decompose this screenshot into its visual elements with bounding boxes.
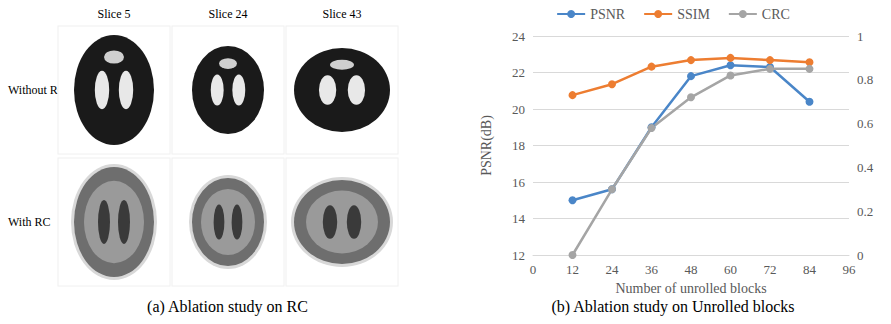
svg-text:12: 12	[566, 262, 579, 277]
svg-text:0: 0	[857, 248, 864, 263]
svg-text:1: 1	[857, 29, 864, 44]
svg-text:PSNR(dB): PSNR(dB)	[479, 115, 495, 176]
svg-text:SSIM: SSIM	[677, 7, 710, 22]
svg-text:16: 16	[512, 175, 526, 190]
svg-text:CRC: CRC	[762, 7, 790, 22]
svg-text:0: 0	[530, 262, 537, 277]
svg-text:Without RC: Without RC	[8, 83, 66, 97]
svg-text:0.4: 0.4	[857, 160, 874, 175]
svg-text:0.2: 0.2	[857, 204, 873, 219]
svg-text:24: 24	[606, 262, 620, 277]
svg-text:18: 18	[512, 138, 525, 153]
svg-text:0.6: 0.6	[857, 116, 874, 131]
svg-text:Number of unrolled blocks: Number of unrolled blocks	[615, 281, 766, 296]
svg-text:Slice 5: Slice 5	[98, 7, 131, 21]
svg-text:36: 36	[645, 262, 659, 277]
svg-text:With RC: With RC	[8, 215, 51, 229]
svg-text:Slice 43: Slice 43	[323, 7, 362, 21]
svg-text:48: 48	[685, 262, 698, 277]
svg-text:60: 60	[724, 262, 737, 277]
svg-text:96: 96	[843, 262, 857, 277]
svg-text:84: 84	[803, 262, 817, 277]
html-text:(a) Ablation study on RC: (a) Ablation study on RC	[147, 298, 308, 315]
svg-text:PSNR: PSNR	[590, 7, 626, 22]
svg-text:14: 14	[512, 211, 526, 226]
svg-text:22: 22	[512, 65, 525, 80]
svg-text:24: 24	[512, 29, 526, 44]
svg-text:20: 20	[512, 102, 525, 117]
svg-text:12: 12	[512, 248, 525, 263]
svg-text:72: 72	[764, 262, 777, 277]
html-text:(b) Ablation study on Unrolled: (b) Ablation study on Unrolled blocks	[551, 298, 795, 315]
svg-text:Slice 24: Slice 24	[209, 7, 248, 21]
svg-text:0.8: 0.8	[857, 72, 873, 87]
